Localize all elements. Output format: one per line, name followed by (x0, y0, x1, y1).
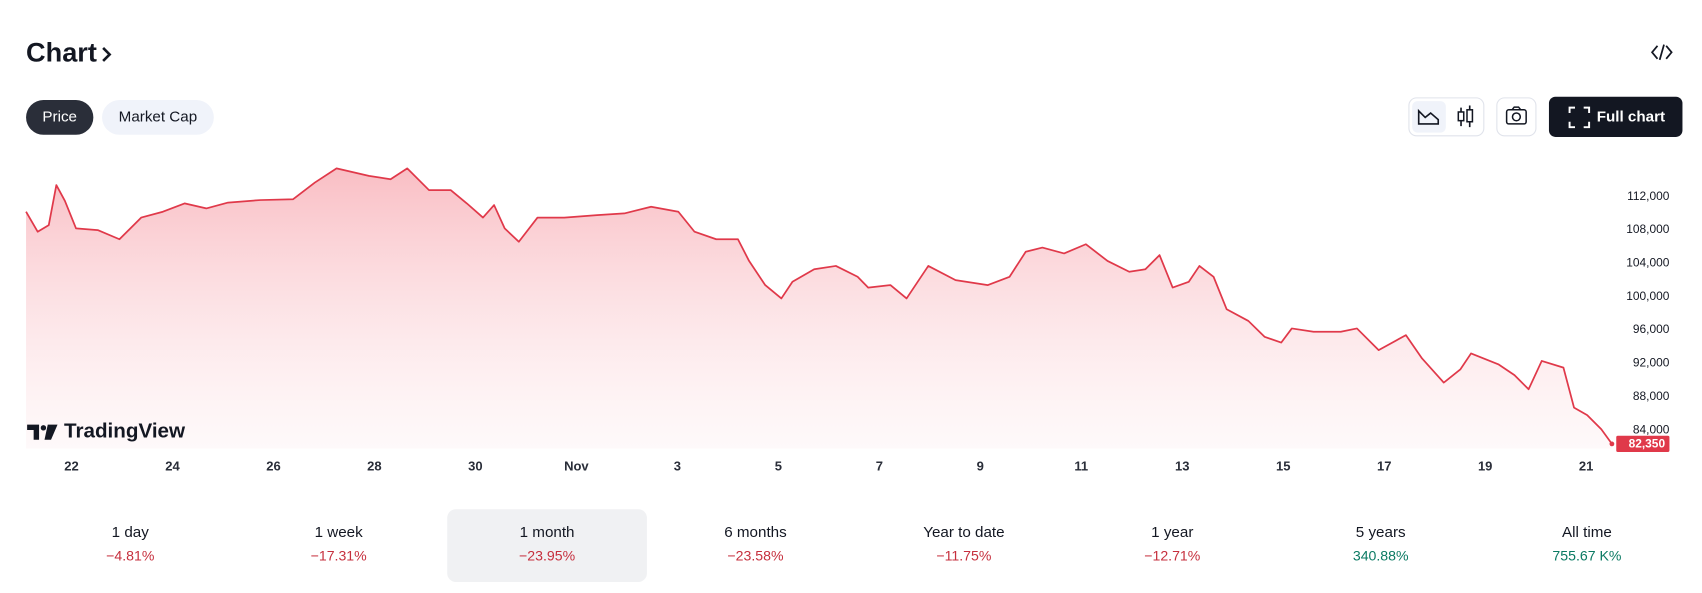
tab[interactable]: Price (26, 100, 94, 135)
tab-label: Price (42, 108, 77, 125)
tab-group: Price Market Cap (26, 100, 214, 135)
price-line (25, 167, 1613, 445)
period-change: 755.67 K% (1552, 548, 1621, 564)
period-button[interactable]: 1 year −12.71% (1144, 524, 1201, 564)
period-label: All time (1562, 524, 1612, 541)
period-change: −23.95% (519, 548, 576, 564)
full-chart-button[interactable]: Full chart (1548, 96, 1683, 137)
y-tick-label: 84,000 (1633, 422, 1670, 436)
period-highlight (447, 509, 647, 582)
last-price-label: 82,350 (1629, 437, 1666, 451)
period-label: 1 day (112, 524, 150, 541)
tab-background (26, 100, 94, 135)
x-tick-label: 13 (1175, 458, 1189, 473)
y-tick-label: 96,000 (1633, 322, 1670, 336)
x-tick-label: 9 (977, 458, 984, 473)
x-tick-label: 24 (165, 458, 180, 473)
last-price-dot (1609, 441, 1615, 447)
period-label: Year to date (923, 524, 1004, 541)
y-tick-label: 100,000 (1626, 289, 1670, 303)
tab-background (102, 100, 214, 135)
last-price-tag (1616, 435, 1670, 453)
x-tick-label: Nov (564, 458, 589, 473)
x-tick-label: 19 (1478, 458, 1492, 473)
period-label: 6 months (724, 524, 787, 541)
period-change: −23.58% (727, 548, 784, 564)
period-button[interactable]: 1 week −17.31% (311, 524, 368, 564)
page-title: Chart (26, 37, 97, 68)
period-row: 1 day −4.81% 1 week −17.31% 1 month −23.95% 6 … (106, 509, 1622, 582)
brand-logo: TradingView (27, 420, 186, 443)
tab-label: Market Cap (119, 108, 198, 125)
period-button[interactable]: 1 month −23.95% (447, 509, 647, 582)
title-chevron[interactable] (102, 47, 112, 62)
x-tick-label: 26 (266, 458, 280, 473)
period-label: 5 years (1356, 524, 1406, 541)
period-label: 1 month (520, 524, 575, 541)
period-label: 1 week (315, 524, 364, 541)
x-tick-label: 28 (367, 458, 381, 473)
x-tick-label: 30 (468, 458, 482, 473)
period-button[interactable]: 5 years 340.88% (1353, 524, 1409, 564)
area-fill (26, 168, 1612, 449)
period-change: 340.88% (1353, 548, 1409, 564)
chart-style-toggle (1408, 97, 1485, 137)
x-tick-label: 11 (1074, 458, 1088, 473)
x-tick-label: 21 (1579, 458, 1593, 473)
y-tick-label: 104,000 (1626, 256, 1670, 270)
x-tick-label: 5 (775, 458, 782, 473)
area-style-button[interactable] (1412, 101, 1446, 133)
period-label: 1 year (1151, 524, 1193, 541)
x-tick-label: 15 (1276, 458, 1290, 473)
y-tick-label: 88,000 (1633, 389, 1670, 403)
y-tick-label: 112,000 (1627, 189, 1670, 203)
x-tick-label: 17 (1377, 458, 1391, 473)
brand-name: TradingView (64, 420, 186, 443)
period-button[interactable]: 6 months −23.58% (724, 524, 787, 564)
x-tick-label: 22 (64, 458, 78, 473)
embed-button[interactable] (1650, 44, 1673, 61)
period-change: −12.71% (1144, 548, 1201, 564)
x-tick-label: 7 (876, 458, 883, 473)
period-button[interactable]: Year to date −11.75% (923, 524, 1004, 564)
full-chart-label: Full chart (1597, 108, 1665, 125)
candle-style-button[interactable] (1457, 105, 1474, 128)
period-change: −11.75% (936, 548, 992, 564)
period-button[interactable]: 1 day −4.81% (106, 524, 155, 564)
plot-area: 84,000 88,000 92,000 96,000 100,000 104,000 10… (25, 167, 1670, 473)
y-tick-label: 92,000 (1633, 356, 1670, 370)
x-tick-label: 3 (674, 458, 681, 473)
period-change: −17.31% (311, 548, 368, 564)
period-button[interactable]: All time 755.67 K% (1552, 524, 1621, 564)
y-tick-label: 108,000 (1626, 222, 1670, 236)
area-icon (1417, 108, 1440, 125)
tab[interactable]: Market Cap (102, 100, 214, 135)
snapshot-button[interactable] (1496, 97, 1537, 137)
period-change: −4.81% (106, 548, 155, 564)
